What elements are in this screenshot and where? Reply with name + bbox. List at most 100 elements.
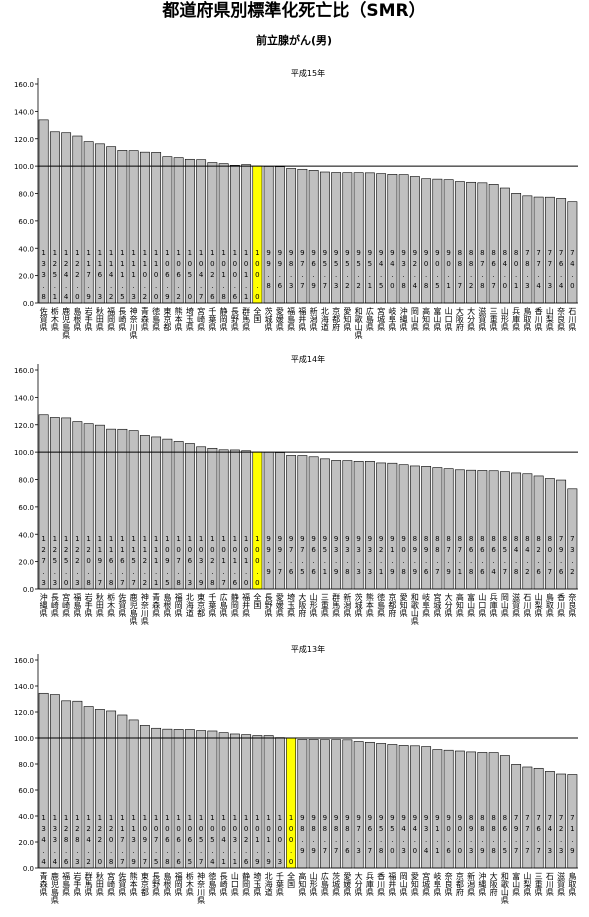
x-tick-label: 静岡県 xyxy=(230,592,239,618)
value-label: 86.6 xyxy=(478,535,486,579)
value-label: 93.4 xyxy=(422,814,430,858)
value-label: 109.5 xyxy=(163,535,171,590)
x-tick-label: 千葉県 xyxy=(208,592,217,618)
value-label: 88.2 xyxy=(467,249,475,293)
x-tick-label: 大分県 xyxy=(467,306,476,332)
y-tick-label: 20.0 xyxy=(18,273,34,281)
x-tick-label: 香川県 xyxy=(534,306,543,332)
value-label: 104.1 xyxy=(220,814,228,869)
value-label: 122.3 xyxy=(73,535,81,590)
value-label: 90.0 xyxy=(456,814,464,858)
value-label: 116.3 xyxy=(96,249,104,304)
x-tick-label: 山梨県 xyxy=(523,871,532,897)
page-title: 都道府県別標準化死亡比（SMR） xyxy=(161,0,425,21)
y-tick-label: 0.0 xyxy=(23,865,34,873)
x-tick-label: 山口県 xyxy=(444,306,453,332)
x-tick-label: 大阪府 xyxy=(455,306,464,332)
value-label: 90.5 xyxy=(433,249,441,293)
x-tick-label: 佐賀県 xyxy=(39,306,48,332)
x-tick-label: 岡山県 xyxy=(500,593,509,618)
x-tick-label: 東京都 xyxy=(197,592,206,618)
x-tick-label: 富山県 xyxy=(512,871,521,897)
value-label: 101.9 xyxy=(265,814,273,869)
value-label: 89.3 xyxy=(467,814,475,858)
value-label: 77.4 xyxy=(535,249,543,293)
x-tick-label: 新潟県 xyxy=(309,306,318,332)
x-tick-label: 愛知県 xyxy=(410,871,419,897)
value-label: 99.6 xyxy=(276,249,284,293)
value-label: 128.6 xyxy=(62,814,70,869)
value-label: 95.7 xyxy=(321,249,329,293)
value-label: 120.8 xyxy=(107,814,115,869)
value-label: 98.9 xyxy=(310,814,318,858)
value-label: 93.9 xyxy=(332,535,340,579)
x-tick-label: 福岡県 xyxy=(174,872,183,897)
y-tick-label: 80.0 xyxy=(18,191,34,199)
value-label: 99.9 xyxy=(265,535,273,579)
x-tick-label: 富山県 xyxy=(467,592,476,618)
value-label: 106.2 xyxy=(175,249,183,304)
x-tick-label: 石川県 xyxy=(545,872,554,897)
value-label: 116.8 xyxy=(107,535,115,590)
value-label: 94.3 xyxy=(400,814,408,858)
y-tick-label: 160.0 xyxy=(14,367,34,375)
value-label: 100.3 xyxy=(276,814,284,869)
value-label: 79.6 xyxy=(557,535,565,579)
value-label: 134.4 xyxy=(40,814,48,869)
value-label: 125.3 xyxy=(51,535,59,590)
x-tick-label: 鳥取県 xyxy=(545,592,554,618)
value-label: 94.0 xyxy=(388,249,396,293)
value-label: 101.8 xyxy=(220,249,228,304)
value-label: 97.5 xyxy=(298,535,306,579)
x-tick-label: 兵庫県 xyxy=(365,871,374,897)
value-label: 88.9 xyxy=(478,814,486,858)
value-label: 109.7 xyxy=(141,814,149,869)
x-tick-label: 徳島県 xyxy=(152,306,161,332)
value-label: 101.0 xyxy=(242,535,250,590)
value-label: 113.9 xyxy=(130,814,138,869)
x-tick-label: 群馬県 xyxy=(242,306,251,332)
x-tick-label: 佐賀県 xyxy=(118,871,127,897)
y-tick-label: 100.0 xyxy=(14,163,34,171)
value-label: 106.5 xyxy=(186,814,194,869)
x-tick-label: 京都府 xyxy=(388,592,397,618)
value-label: 85.7 xyxy=(501,535,509,579)
value-label: 87.1 xyxy=(456,535,464,579)
y-tick-label: 160.0 xyxy=(14,81,34,89)
x-tick-label: 山形県 xyxy=(500,306,509,332)
x-tick-label: 新潟県 xyxy=(467,871,476,897)
x-tick-label: 栃木県 xyxy=(185,871,194,897)
y-tick-label: 0.0 xyxy=(23,300,34,308)
value-label: 71.9 xyxy=(568,814,576,858)
x-tick-label: 奈良県 xyxy=(557,306,566,332)
x-tick-label: 香川県 xyxy=(377,871,386,897)
value-label: 133.4 xyxy=(51,814,59,869)
x-tick-label: 長野県 xyxy=(152,872,161,897)
x-tick-label: 富山県 xyxy=(433,306,442,332)
x-tick-label: 山口県 xyxy=(230,871,239,897)
x-tick-label: 鹿児島県 xyxy=(50,871,59,905)
value-label: 125.1 xyxy=(51,249,59,304)
x-tick-label: 愛媛県 xyxy=(275,306,284,332)
y-tick-label: 40.0 xyxy=(18,813,34,821)
x-tick-label: 三重県 xyxy=(489,307,498,332)
y-tick-label: 140.0 xyxy=(14,394,34,402)
x-tick-label: 宮城県 xyxy=(377,306,386,332)
x-tick-label: 長崎県 xyxy=(219,872,228,897)
x-tick-label: 福島県 xyxy=(62,872,71,897)
x-tick-label: 岐阜県 xyxy=(422,592,431,618)
y-tick-label: 140.0 xyxy=(14,108,34,116)
x-tick-label: 岩手県 xyxy=(84,306,93,332)
x-tick-label: 北海道 xyxy=(185,593,194,618)
value-label: 80.7 xyxy=(546,535,554,579)
y-tick-label: 40.0 xyxy=(18,245,34,253)
x-tick-label: 石川県 xyxy=(568,307,577,332)
value-label: 98.9 xyxy=(298,814,306,858)
value-label: 93.8 xyxy=(400,249,408,293)
x-tick-label: 兵庫県 xyxy=(512,306,521,332)
x-tick-label: 岩手県 xyxy=(73,871,82,897)
value-label: 101.6 xyxy=(231,535,239,590)
x-tick-label: 岐阜県 xyxy=(433,871,442,897)
value-label: 115.7 xyxy=(130,535,138,590)
value-label: 88.8 xyxy=(490,814,498,858)
